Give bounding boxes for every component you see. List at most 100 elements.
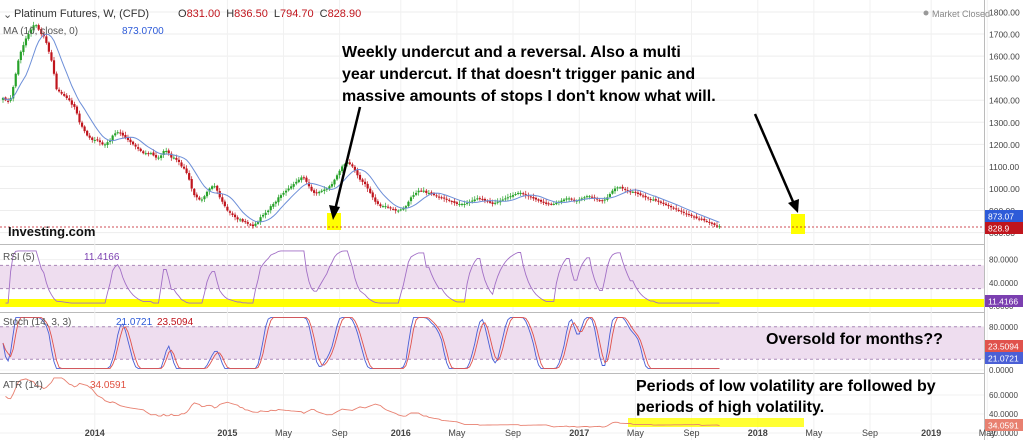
price-tick-label: 1100.00 xyxy=(989,162,1019,172)
rsi-series xyxy=(5,250,720,304)
candle-body xyxy=(78,113,81,123)
candle-body xyxy=(361,179,364,182)
candle-body xyxy=(282,192,285,195)
candle-body xyxy=(142,151,145,154)
time-tick-label: 2017 xyxy=(569,428,589,438)
candle-body xyxy=(455,202,458,204)
candle-body xyxy=(139,148,142,151)
candle-body xyxy=(111,135,114,141)
candle-body xyxy=(45,36,48,43)
candle-body xyxy=(103,144,107,146)
candle-body xyxy=(501,199,504,201)
candle-body xyxy=(415,192,418,195)
candle-body xyxy=(420,190,423,192)
candle-body xyxy=(167,150,170,154)
candle-body xyxy=(409,197,413,202)
candle-body xyxy=(83,126,86,132)
candle-body xyxy=(239,219,242,221)
candle-body xyxy=(664,203,668,206)
candle-body xyxy=(374,197,377,202)
stoch-d-value: 23.5094 xyxy=(157,317,194,328)
candle-body xyxy=(193,188,196,196)
candle-body xyxy=(657,200,660,202)
candle-body xyxy=(320,190,323,192)
candle-body xyxy=(708,221,711,223)
badge-stoch-k-value-bg xyxy=(985,352,1023,364)
candle-body xyxy=(680,210,683,212)
candle-body xyxy=(58,89,61,92)
candle-body xyxy=(647,197,650,199)
rsi-value: 11.4166 xyxy=(84,252,120,263)
candle-body xyxy=(494,202,497,204)
candle-body xyxy=(318,191,321,194)
candle-body xyxy=(277,197,280,203)
time-tick-label: Sep xyxy=(332,428,348,438)
badge-last-price-bg xyxy=(985,222,1023,234)
candle-body xyxy=(450,201,453,203)
candle-body xyxy=(254,223,257,226)
candle-body xyxy=(624,188,627,190)
candle-body xyxy=(585,196,589,198)
candle-body xyxy=(435,195,438,197)
candle-body xyxy=(629,191,632,193)
candle-body xyxy=(218,191,221,198)
candle-body xyxy=(402,208,405,210)
candle-body xyxy=(463,203,466,205)
candle-body xyxy=(185,168,188,174)
candle-body xyxy=(417,190,420,193)
candle-body xyxy=(180,162,183,167)
chevron-icon[interactable]: ⌄ xyxy=(3,9,12,21)
candle-body xyxy=(154,155,158,158)
arrow-right-shaft xyxy=(753,113,796,205)
time-tick-label: Sep xyxy=(505,428,521,438)
badge-atr-value-bg xyxy=(985,419,1023,431)
candle-body xyxy=(52,60,56,74)
stoch-k-line xyxy=(2,317,720,369)
ohlc-value-l: 794.70 xyxy=(280,8,314,20)
candle-body xyxy=(7,100,10,102)
time-tick-label: Sep xyxy=(683,428,699,438)
indicator-tick-label: 20.0000 xyxy=(989,429,1018,438)
candle-body xyxy=(341,166,344,172)
candle-body xyxy=(705,221,708,223)
atr-value: 34.0591 xyxy=(90,380,127,391)
candle-body xyxy=(356,170,359,176)
badge-last-price: 828.9 xyxy=(988,224,1010,234)
candle-body xyxy=(700,218,703,220)
ma-label: MA (10, close, 0) xyxy=(3,26,78,37)
candle-body xyxy=(226,206,229,211)
candle-body xyxy=(165,150,168,152)
indicator-bands xyxy=(0,264,984,360)
stoch-series xyxy=(2,317,720,369)
candle-body xyxy=(262,214,265,217)
candle-body xyxy=(710,222,713,224)
candle-body xyxy=(364,181,367,185)
indicator-tick-label: 60.0000 xyxy=(989,391,1018,400)
candle-body xyxy=(295,181,298,184)
candle-body xyxy=(539,199,543,202)
candle-body xyxy=(274,201,277,204)
candle-body xyxy=(323,189,326,191)
badge-stoch-d-value: 23.5094 xyxy=(988,342,1019,352)
candle-body xyxy=(246,222,249,224)
candle-body xyxy=(392,208,395,210)
ohlc-key-o: O xyxy=(178,8,187,20)
candle-body xyxy=(231,213,234,215)
candle-body xyxy=(287,188,290,191)
price-tick-label: 1000.00 xyxy=(989,184,1020,194)
stoch-band xyxy=(0,326,984,360)
candle-body xyxy=(68,98,71,101)
undercut-highlight-2016 xyxy=(327,213,341,230)
candle-body xyxy=(565,198,568,200)
candle-body xyxy=(177,159,181,163)
candle-body xyxy=(404,206,407,209)
stoch-label: Stoch (14, 3, 3) xyxy=(3,317,71,328)
candle-body xyxy=(532,197,535,199)
candle-body xyxy=(175,157,178,160)
candle-body xyxy=(458,203,461,205)
price-tick-label: 1800.00 xyxy=(989,8,1020,18)
candle-body xyxy=(157,157,160,159)
indicator-tick-label: 40.0000 xyxy=(989,410,1018,419)
candle-body xyxy=(575,200,578,202)
